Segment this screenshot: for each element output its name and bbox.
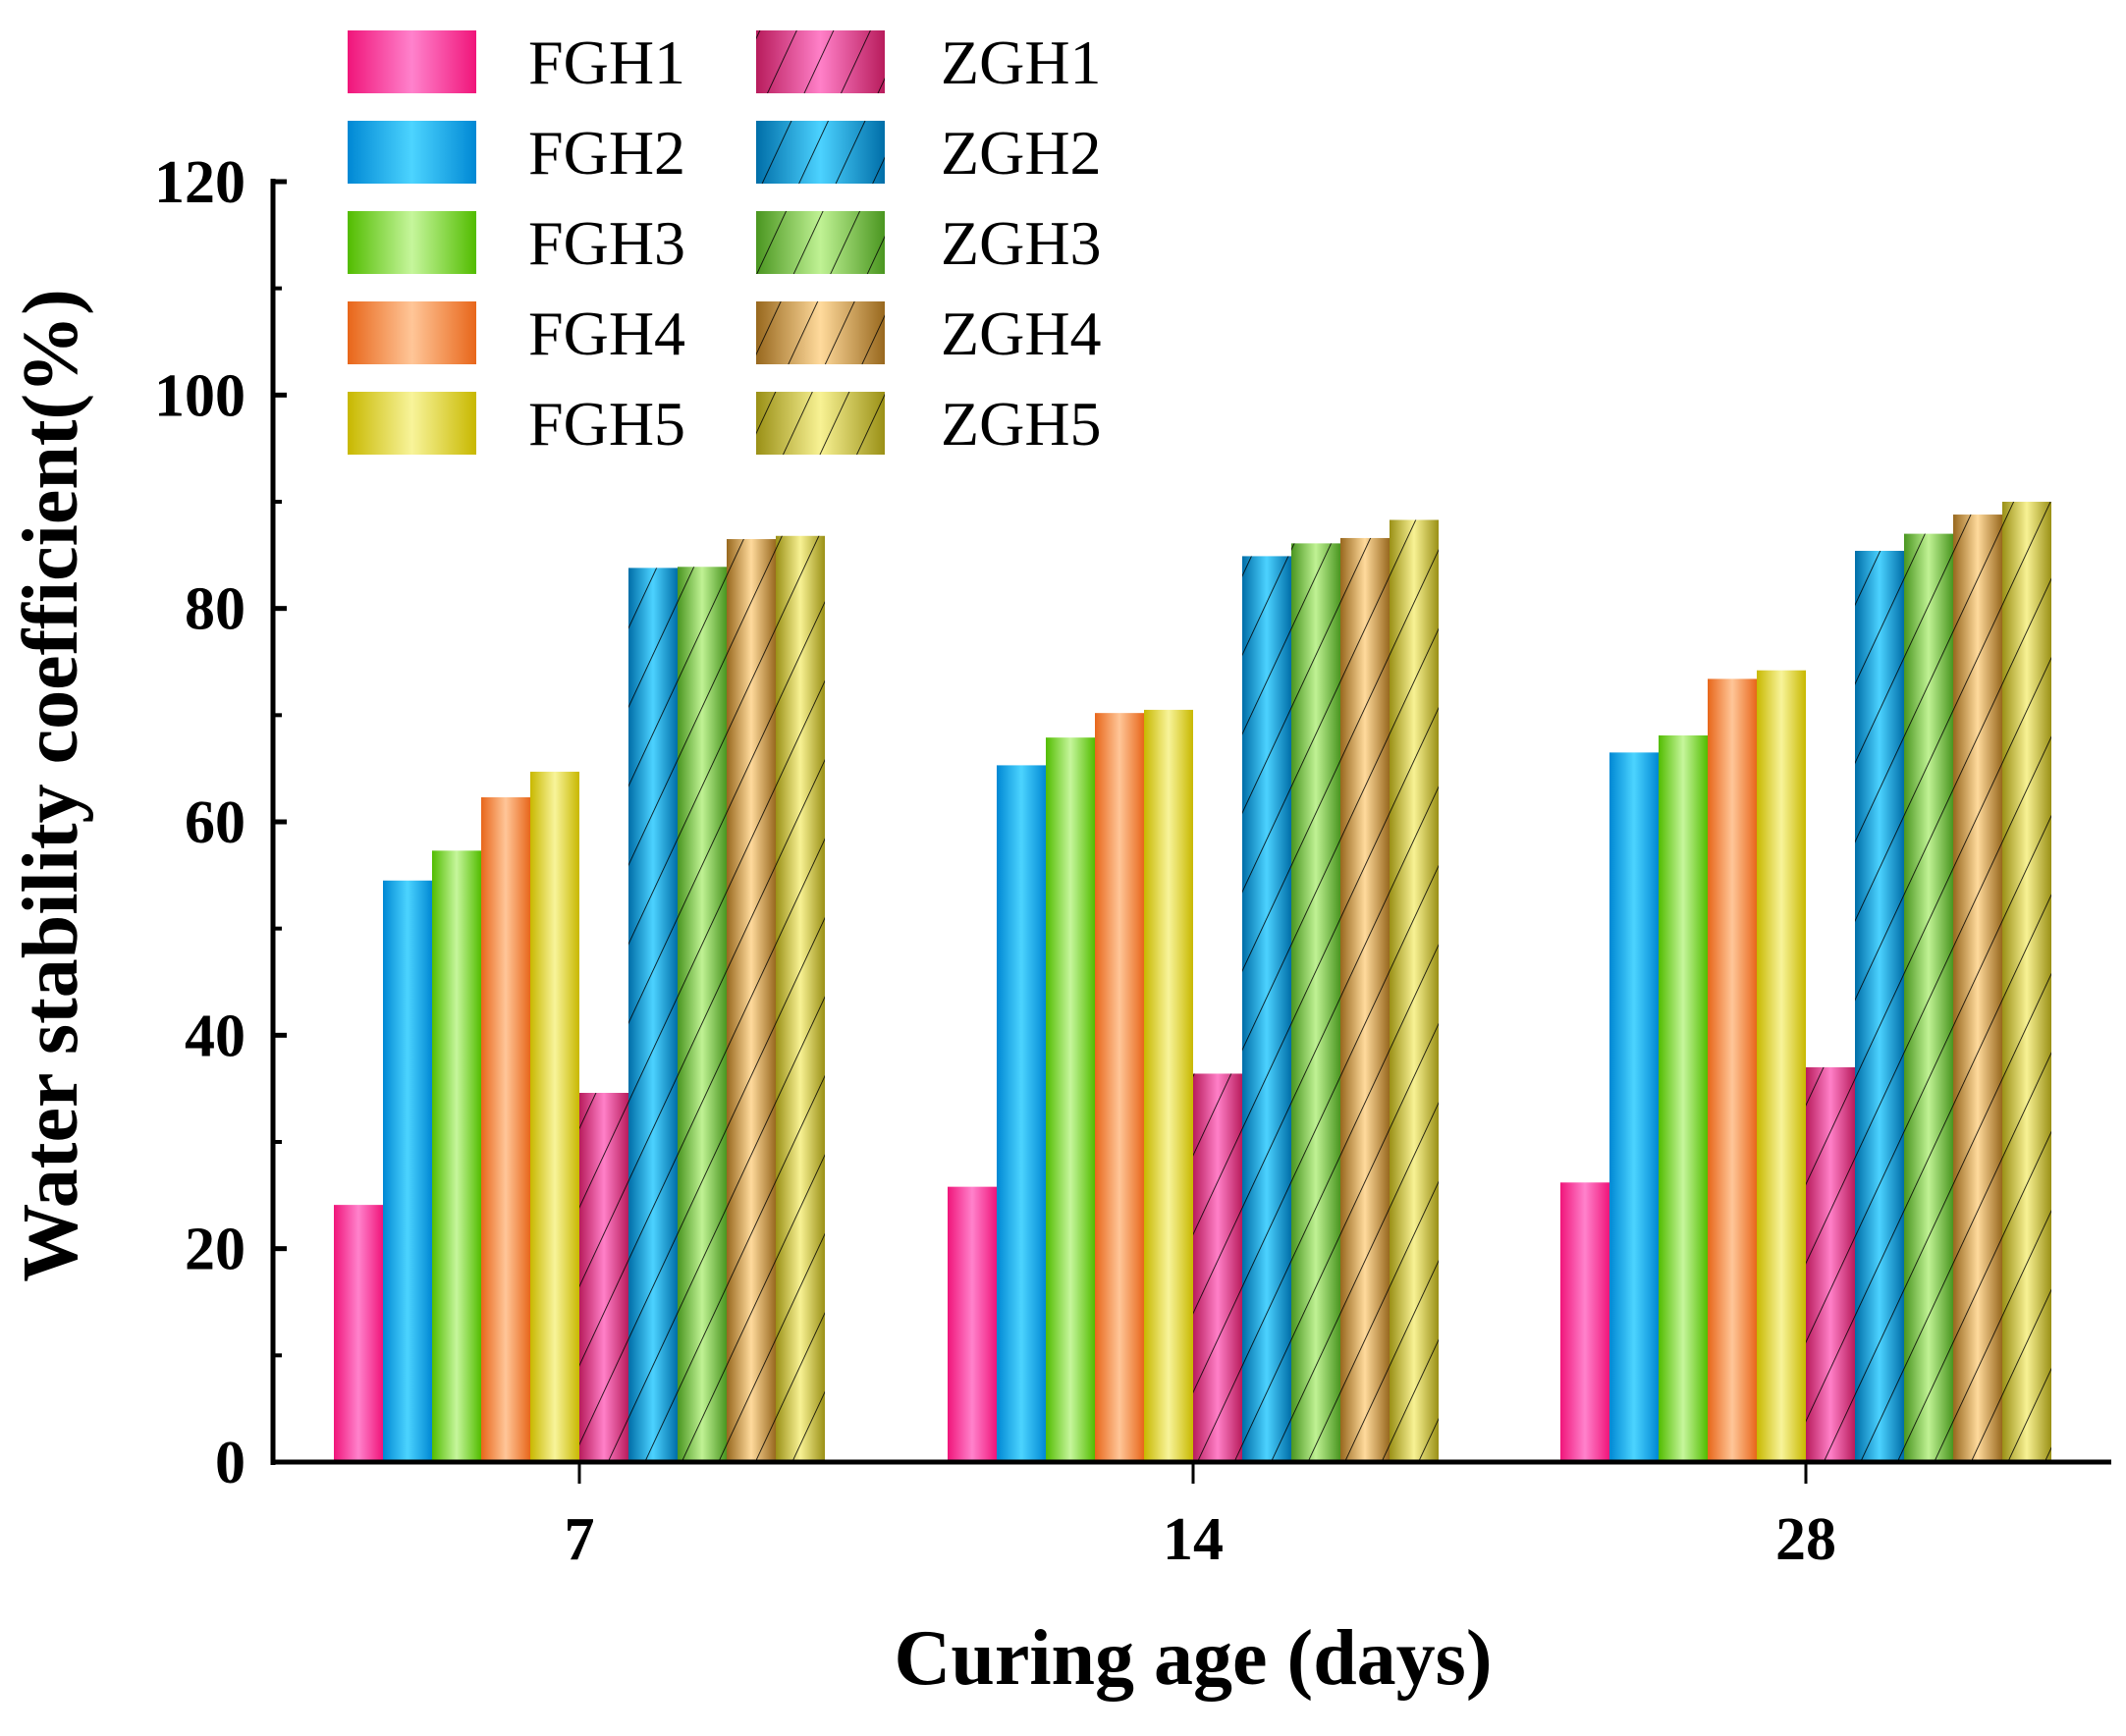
- bar-FGH4-28: [1708, 678, 1757, 1462]
- legend-label-ZGH4: ZGH4: [941, 298, 1102, 368]
- legend-swatch-hatch-ZGH3: [756, 211, 885, 274]
- bar-hatch-ZGH2-14: [1242, 556, 1291, 1462]
- bar-FGH4-7: [481, 797, 530, 1462]
- bar-hatch-ZGH3-28: [1904, 533, 1953, 1462]
- bar-hatch-ZGH4-14: [1340, 537, 1390, 1462]
- bar-hatch-ZGH1-14: [1193, 1073, 1242, 1462]
- bar-FGH5-7: [530, 771, 579, 1462]
- bar-hatch-ZGH5-28: [2002, 502, 2051, 1462]
- bar-hatch-ZGH5-14: [1390, 519, 1439, 1462]
- axes: 0 20 40 60 80 100 120 7 14 28: [154, 149, 2111, 1573]
- y-tick-label: 20: [185, 1217, 245, 1283]
- bar-FGH1-7: [334, 1205, 383, 1462]
- y-tick-label: 80: [185, 576, 245, 643]
- bar-hatch-ZGH2-7: [628, 568, 678, 1462]
- legend-label-ZGH2: ZGH2: [941, 118, 1102, 188]
- bar-FGH1-28: [1560, 1182, 1609, 1462]
- legend-swatch-FGH5: [348, 392, 476, 455]
- bar-FGH2-28: [1609, 752, 1659, 1462]
- bar-hatch-ZGH1-28: [1806, 1066, 1855, 1462]
- y-tick-label: 40: [185, 1003, 245, 1069]
- legend-swatch-hatch-ZGH1: [756, 30, 885, 93]
- legend-label-FGH2: FGH2: [528, 118, 685, 188]
- x-tick-label: 7: [565, 1506, 595, 1573]
- bar-FGH4-14: [1095, 713, 1144, 1462]
- y-tick-label: 100: [154, 362, 245, 429]
- legend-label-FGH5: FGH5: [528, 389, 685, 459]
- legend-label-ZGH3: ZGH3: [941, 208, 1102, 278]
- legend-swatch-FGH2: [348, 121, 476, 184]
- legend-label-FGH4: FGH4: [528, 298, 685, 368]
- y-tick-label: 120: [154, 149, 245, 216]
- bar-hatch-ZGH5-7: [776, 535, 825, 1462]
- legend-swatch-hatch-ZGH4: [756, 301, 885, 364]
- bar-hatch-ZGH4-28: [1953, 515, 2002, 1462]
- bar-FGH5-14: [1144, 709, 1193, 1462]
- legend: FGH1 FGH2 FGH3 FGH4 FGH5 ZGH1 ZGH2 ZGH3 ZGH4 ZGH5: [348, 27, 1102, 459]
- y-axis-label: Water stability coefficient(%): [8, 289, 94, 1282]
- bar-hatch-ZGH1-7: [579, 1093, 628, 1462]
- legend-label-ZGH1: ZGH1: [941, 27, 1102, 97]
- bar-FGH3-14: [1046, 737, 1095, 1462]
- legend-label-FGH3: FGH3: [528, 208, 685, 278]
- bar-hatch-ZGH4-7: [727, 539, 776, 1462]
- x-tick-label: 28: [1775, 1506, 1836, 1573]
- legend-swatch-FGH1: [348, 30, 476, 93]
- bar-hatch-ZGH3-7: [678, 567, 727, 1462]
- legend-swatch-hatch-ZGH5: [756, 392, 885, 455]
- bar-hatch-ZGH3-14: [1291, 543, 1340, 1462]
- bar-FGH1-14: [948, 1186, 997, 1462]
- legend-swatch-hatch-ZGH2: [756, 121, 885, 184]
- bars-layer: [334, 502, 2051, 1462]
- bar-FGH2-14: [997, 765, 1046, 1462]
- bar-FGH3-28: [1659, 734, 1708, 1462]
- bar-FGH3-7: [432, 850, 481, 1462]
- y-tick-label: 0: [215, 1430, 245, 1496]
- x-axis-label: Curing age (days): [895, 1615, 1493, 1702]
- bar-FGH2-7: [383, 880, 432, 1462]
- y-tick-label: 60: [185, 789, 245, 856]
- legend-label-ZGH5: ZGH5: [941, 389, 1102, 459]
- bar-FGH5-28: [1757, 670, 1806, 1462]
- legend-swatch-FGH4: [348, 301, 476, 364]
- legend-swatch-FGH3: [348, 211, 476, 274]
- x-tick-label: 14: [1163, 1506, 1224, 1573]
- bar-hatch-ZGH2-28: [1855, 550, 1904, 1462]
- legend-label-FGH1: FGH1: [528, 27, 685, 97]
